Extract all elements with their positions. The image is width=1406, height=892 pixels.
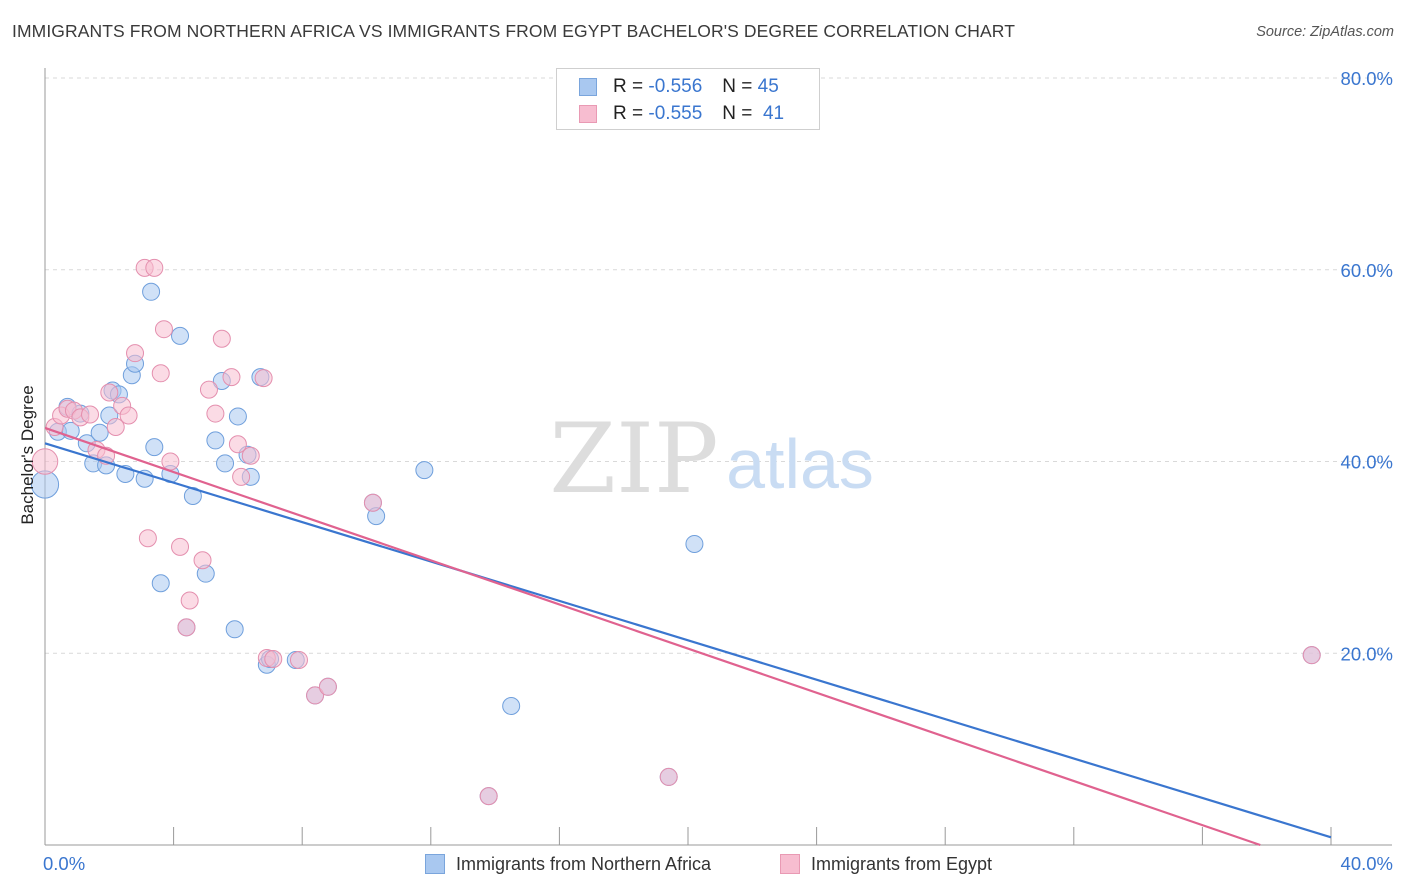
point-egypt bbox=[659, 767, 678, 786]
stats-r-value: -0.556 bbox=[648, 76, 703, 97]
point-northern-africa bbox=[90, 423, 109, 442]
y-tick-label: 60.0% bbox=[1341, 260, 1393, 281]
point-egypt bbox=[306, 686, 325, 705]
stats-r-label: R = bbox=[613, 103, 644, 124]
point-northern-africa bbox=[415, 461, 434, 480]
stats-n-label: N = bbox=[722, 103, 753, 124]
point-egypt bbox=[206, 404, 225, 423]
point-egypt bbox=[479, 787, 498, 806]
stats-n-value: 45 bbox=[757, 76, 779, 97]
point-egypt bbox=[289, 650, 308, 669]
stats-row-northern-africa: R = -0.556 N = 45 bbox=[579, 74, 779, 100]
legend-item-egypt: Immigrants from Egypt bbox=[780, 852, 992, 876]
y-tick-label: 20.0% bbox=[1341, 643, 1393, 664]
point-northern-africa bbox=[502, 696, 521, 715]
points-layer bbox=[30, 258, 1321, 806]
point-egypt bbox=[180, 591, 199, 610]
legend-label: Immigrants from Egypt bbox=[811, 853, 993, 874]
point-egypt bbox=[318, 677, 337, 696]
stats-r-value: -0.555 bbox=[648, 103, 703, 124]
stats-n-label: N = bbox=[722, 76, 753, 97]
stats-r-label: R = bbox=[613, 76, 644, 97]
point-egypt bbox=[106, 417, 125, 436]
legend-swatch-pink bbox=[780, 854, 800, 874]
point-egypt bbox=[1302, 646, 1321, 665]
point-egypt bbox=[264, 650, 283, 669]
point-egypt bbox=[363, 493, 382, 512]
point-egypt bbox=[31, 448, 59, 475]
trendline-northern-africa bbox=[44, 442, 1332, 839]
y-axis-label: Bachelor's Degree bbox=[18, 385, 37, 525]
point-egypt bbox=[81, 405, 100, 424]
point-egypt bbox=[254, 369, 273, 388]
point-egypt bbox=[161, 452, 180, 471]
point-northern-africa bbox=[228, 407, 247, 426]
x-tick-label: 40.0% bbox=[1341, 853, 1393, 874]
point-northern-africa bbox=[142, 282, 161, 301]
watermark-zip: ZIP bbox=[549, 403, 718, 515]
legend-item-northern-africa: Immigrants from Northern Africa bbox=[425, 852, 711, 876]
grid-layer bbox=[45, 77, 1392, 654]
point-egypt bbox=[222, 368, 241, 387]
legend-swatch-blue bbox=[425, 854, 445, 874]
point-egypt bbox=[138, 529, 157, 548]
point-egypt bbox=[151, 364, 170, 383]
point-northern-africa bbox=[145, 438, 164, 457]
point-egypt bbox=[228, 435, 247, 454]
chart-title: IMMIGRANTS FROM NORTHERN AFRICA VS IMMIG… bbox=[12, 21, 1016, 41]
stats-swatch-pink bbox=[579, 105, 597, 123]
point-egypt bbox=[212, 329, 231, 348]
source-label: Source: ZipAtlas.com bbox=[1256, 24, 1394, 40]
stats-n-value: 41 bbox=[762, 103, 785, 124]
point-egypt bbox=[126, 344, 145, 363]
point-egypt bbox=[154, 320, 173, 339]
tick-label-layer: 20.0% 40.0% 60.0% 80.0% 0.0% 40.0% bbox=[43, 68, 1393, 874]
legend-label: Immigrants from Northern Africa bbox=[456, 853, 712, 874]
point-northern-africa bbox=[225, 620, 244, 639]
point-egypt bbox=[119, 406, 138, 425]
point-egypt bbox=[232, 467, 251, 486]
point-egypt bbox=[199, 380, 218, 399]
watermark-atlas: atlas bbox=[726, 425, 874, 503]
point-northern-africa bbox=[685, 534, 704, 553]
point-egypt bbox=[177, 618, 196, 637]
point-northern-africa bbox=[206, 431, 225, 450]
point-egypt bbox=[145, 258, 164, 277]
trendline-egypt bbox=[44, 426, 1261, 847]
y-tick-label: 40.0% bbox=[1341, 452, 1393, 473]
stats-swatch-blue bbox=[579, 78, 597, 96]
point-northern-africa bbox=[171, 326, 190, 345]
point-northern-africa bbox=[151, 574, 170, 593]
point-egypt bbox=[100, 383, 119, 402]
point-egypt bbox=[171, 537, 190, 556]
watermark: ZIP atlas bbox=[549, 403, 874, 515]
trend-layer bbox=[44, 426, 1332, 847]
point-egypt bbox=[241, 446, 260, 465]
x-tick-label: 0.0% bbox=[43, 853, 85, 874]
point-northern-africa bbox=[216, 454, 235, 473]
stats-legend: R = -0.556 N = 45 R = -0.555 N = 41 bbox=[556, 68, 820, 130]
point-egypt bbox=[193, 551, 212, 570]
y-tick-label: 80.0% bbox=[1341, 68, 1393, 89]
stats-row-egypt: R = -0.555 N = 41 bbox=[579, 101, 784, 127]
